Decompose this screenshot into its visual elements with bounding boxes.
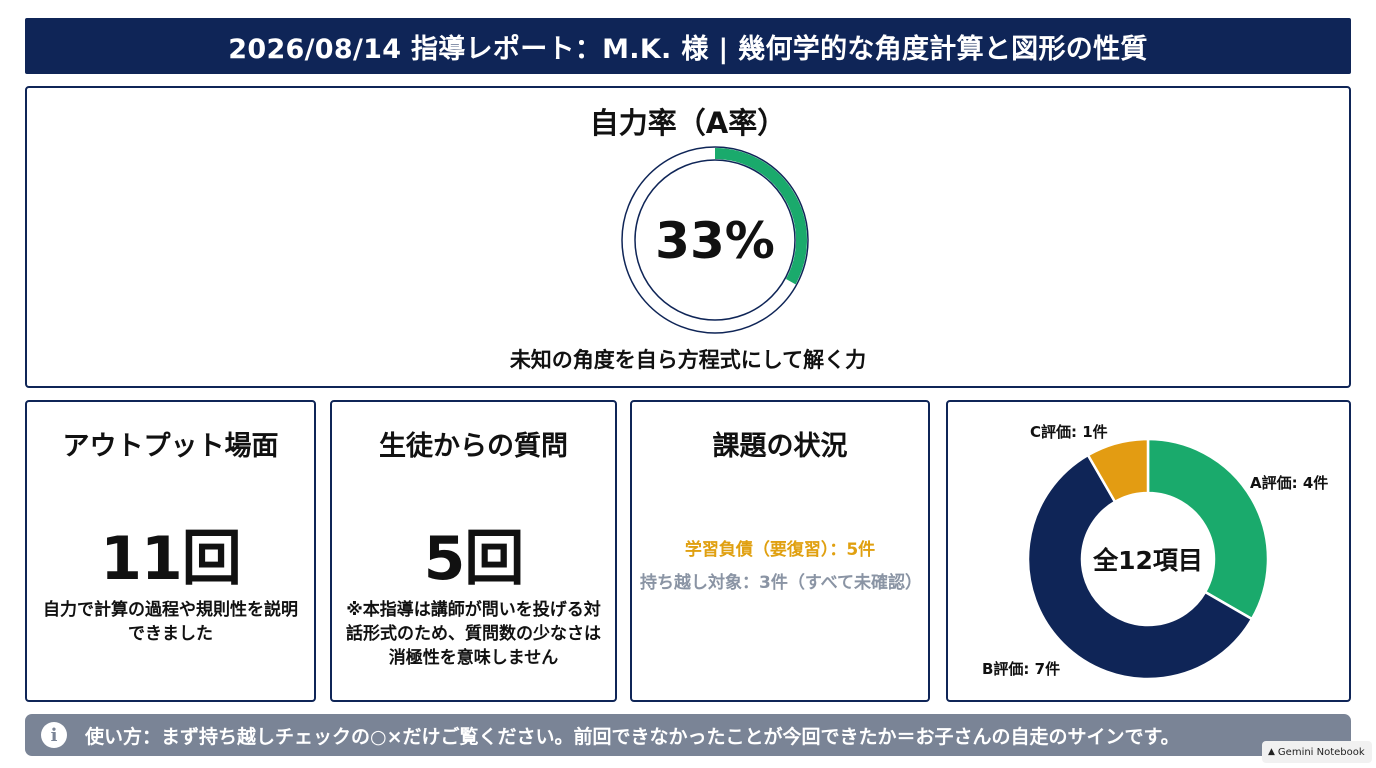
question-count: 5回 [423, 524, 525, 594]
question-card-title: 生徒からの質問 [379, 431, 568, 462]
gemini-notebook-badge: ▲ Gemini Notebook [1262, 741, 1372, 763]
gauge-outer-ring [621, 146, 809, 334]
gauge-inner-ring [634, 159, 796, 321]
watermark-text: Gemini Notebook [1277, 746, 1365, 758]
output-description: 自力で計算の過程や規則性を説明できました [43, 600, 298, 644]
usage-text: 使い方：まず持ち越しチェックの○×だけご覧ください。前回できなかったことが今回で… [85, 725, 1180, 748]
report-title: 2026/08/14 指導レポート：M.K. 様 | 幾何学的な角度計算と図形の… [228, 33, 1148, 65]
gauge-progress-arc [714, 148, 807, 285]
learning-debt-text: 学習負債（要復習）：5件 [684, 540, 876, 560]
self-rate-caption: 未知の角度を自ら方程式にして解く力 [509, 348, 867, 372]
donut-slice-B評価 [1026, 453, 1254, 681]
self-rate-gauge: 33% [621, 146, 809, 334]
self-rate-title: 自力率（A率） [589, 106, 787, 140]
assignment-card-title: 課題の状況 [712, 431, 848, 462]
usage-footer: i 使い方：まず持ち越しチェックの○×だけご覧ください。前回できなかったことが今… [25, 714, 1351, 756]
gemini-icon: ▲ [1268, 747, 1275, 757]
output-card-title: アウトプット場面 [62, 431, 279, 462]
self-rate-panel: 自力率（A率） 33% 未知の角度を自ら方程式にして解く力 [25, 86, 1351, 388]
question-description: ※本指導は講師が問いを投げる対話形式のため、質問数の少なさは消極性を意味しません [346, 600, 601, 668]
donut-label-C評価: C評価: 1件 [1030, 423, 1108, 441]
evaluation-chart-card: A評価: 4件 B評価: 7件 C評価: 1件全12項目 [946, 400, 1351, 702]
donut-slice-A評価 [1146, 437, 1270, 621]
info-icon: i [41, 722, 67, 748]
carryover-text: 持ち越し対象：3件（すべて未確認） [640, 573, 922, 593]
self-rate-value: 33% [655, 212, 775, 270]
output-card: アウトプット場面 11回 自力で計算の過程や規則性を説明できました [25, 400, 316, 702]
donut-center-label: 全12項目 [1092, 546, 1203, 575]
donut-label-B評価: B評価: 7件 [982, 660, 1060, 678]
donut-slice-C評価 [1086, 437, 1150, 504]
question-card: 生徒からの質問 5回 ※本指導は講師が問いを投げる対話形式のため、質問数の少なさ… [330, 400, 617, 702]
donut-label-A評価: A評価: 4件 [1250, 474, 1328, 492]
report-header: 2026/08/14 指導レポート：M.K. 様 | 幾何学的な角度計算と図形の… [25, 18, 1351, 74]
output-count: 11回 [100, 524, 242, 594]
assignment-card: 課題の状況 学習負債（要復習）：5件 持ち越し対象：3件（すべて未確認） [630, 400, 930, 702]
